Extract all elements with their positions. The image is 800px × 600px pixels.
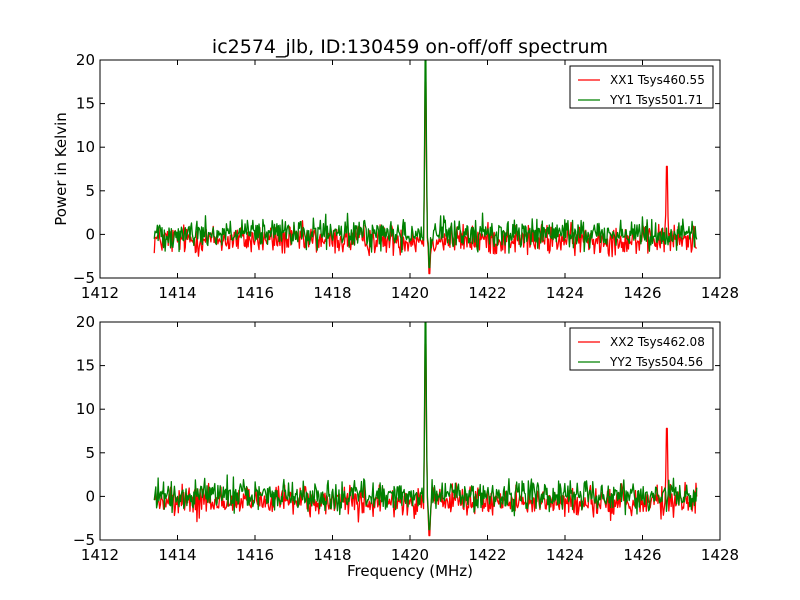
x-tick-label: 1412 [81,546,119,564]
panel-2: 1412 1414 1416 1418 1420 1422 1424 1426 1428 20 15… [73,313,739,564]
x-axis-label: Frequency (MHz) [347,562,473,580]
legend: XX2 Tsys462.08 YY2 Tsys504.56 [569,327,714,371]
x-tick-label: 1428 [701,284,739,302]
series-line-yy1 [153,60,698,269]
y-tick-label: 0 [85,487,95,505]
panel-1: 1412 1414 1416 1418 1420 1422 1424 1426 1428 20 15… [73,51,739,302]
y-tick-label: 5 [85,444,95,462]
x-tick-label: 1424 [546,546,584,564]
y-tick-label: 10 [76,400,95,418]
x-tick-label: 1422 [468,546,506,564]
x-tick-label: 1416 [236,546,274,564]
legend-label: YY1 Tsys501.71 [609,93,703,107]
series-line-yy2 [153,322,698,531]
legend-label: YY2 Tsys504.56 [609,355,703,369]
x-tick-label: 1428 [701,546,739,564]
y-tick-label: 15 [76,95,95,113]
x-tick-label: 1412 [81,284,119,302]
y-tick-label: 10 [76,138,95,156]
panels: 1412 1414 1416 1418 1420 1422 1424 1426 1428 20 15… [73,51,739,564]
x-tick-label: 1418 [313,284,351,302]
legend-box [569,65,714,109]
x-tick-label: 1426 [623,284,661,302]
x-tick-label: 1422 [468,284,506,302]
y-tick-label: 0 [85,225,95,243]
x-tick-label: 1414 [158,546,196,564]
chart-title: ic2574_jlb, ID:130459 on-off/off spectru… [212,36,608,58]
legend-label: XX1 Tsys460.55 [610,73,705,87]
x-tick-label: 1426 [623,546,661,564]
x-tick-label: 1420 [391,284,429,302]
series-group [153,60,698,275]
x-tick-label: 1424 [546,284,584,302]
y-tick-label: 20 [76,51,95,69]
y-axis-label: Power in Kelvin [52,112,70,226]
y-tick-label: 5 [85,182,95,200]
y-tick-label: −5 [73,531,95,549]
legend-box [569,327,714,371]
x-tick-label: 1416 [236,284,274,302]
y-tick-label: 20 [76,313,95,331]
x-tick-label: 1420 [391,546,429,564]
legend: XX1 Tsys460.55 YY1 Tsys501.71 [569,65,714,109]
legend-label: XX2 Tsys462.08 [610,335,705,349]
y-tick-label: −5 [73,269,95,287]
y-tick-label: 15 [76,357,95,375]
series-group [153,322,698,537]
x-tick-label: 1414 [158,284,196,302]
x-tick-label: 1418 [313,546,351,564]
